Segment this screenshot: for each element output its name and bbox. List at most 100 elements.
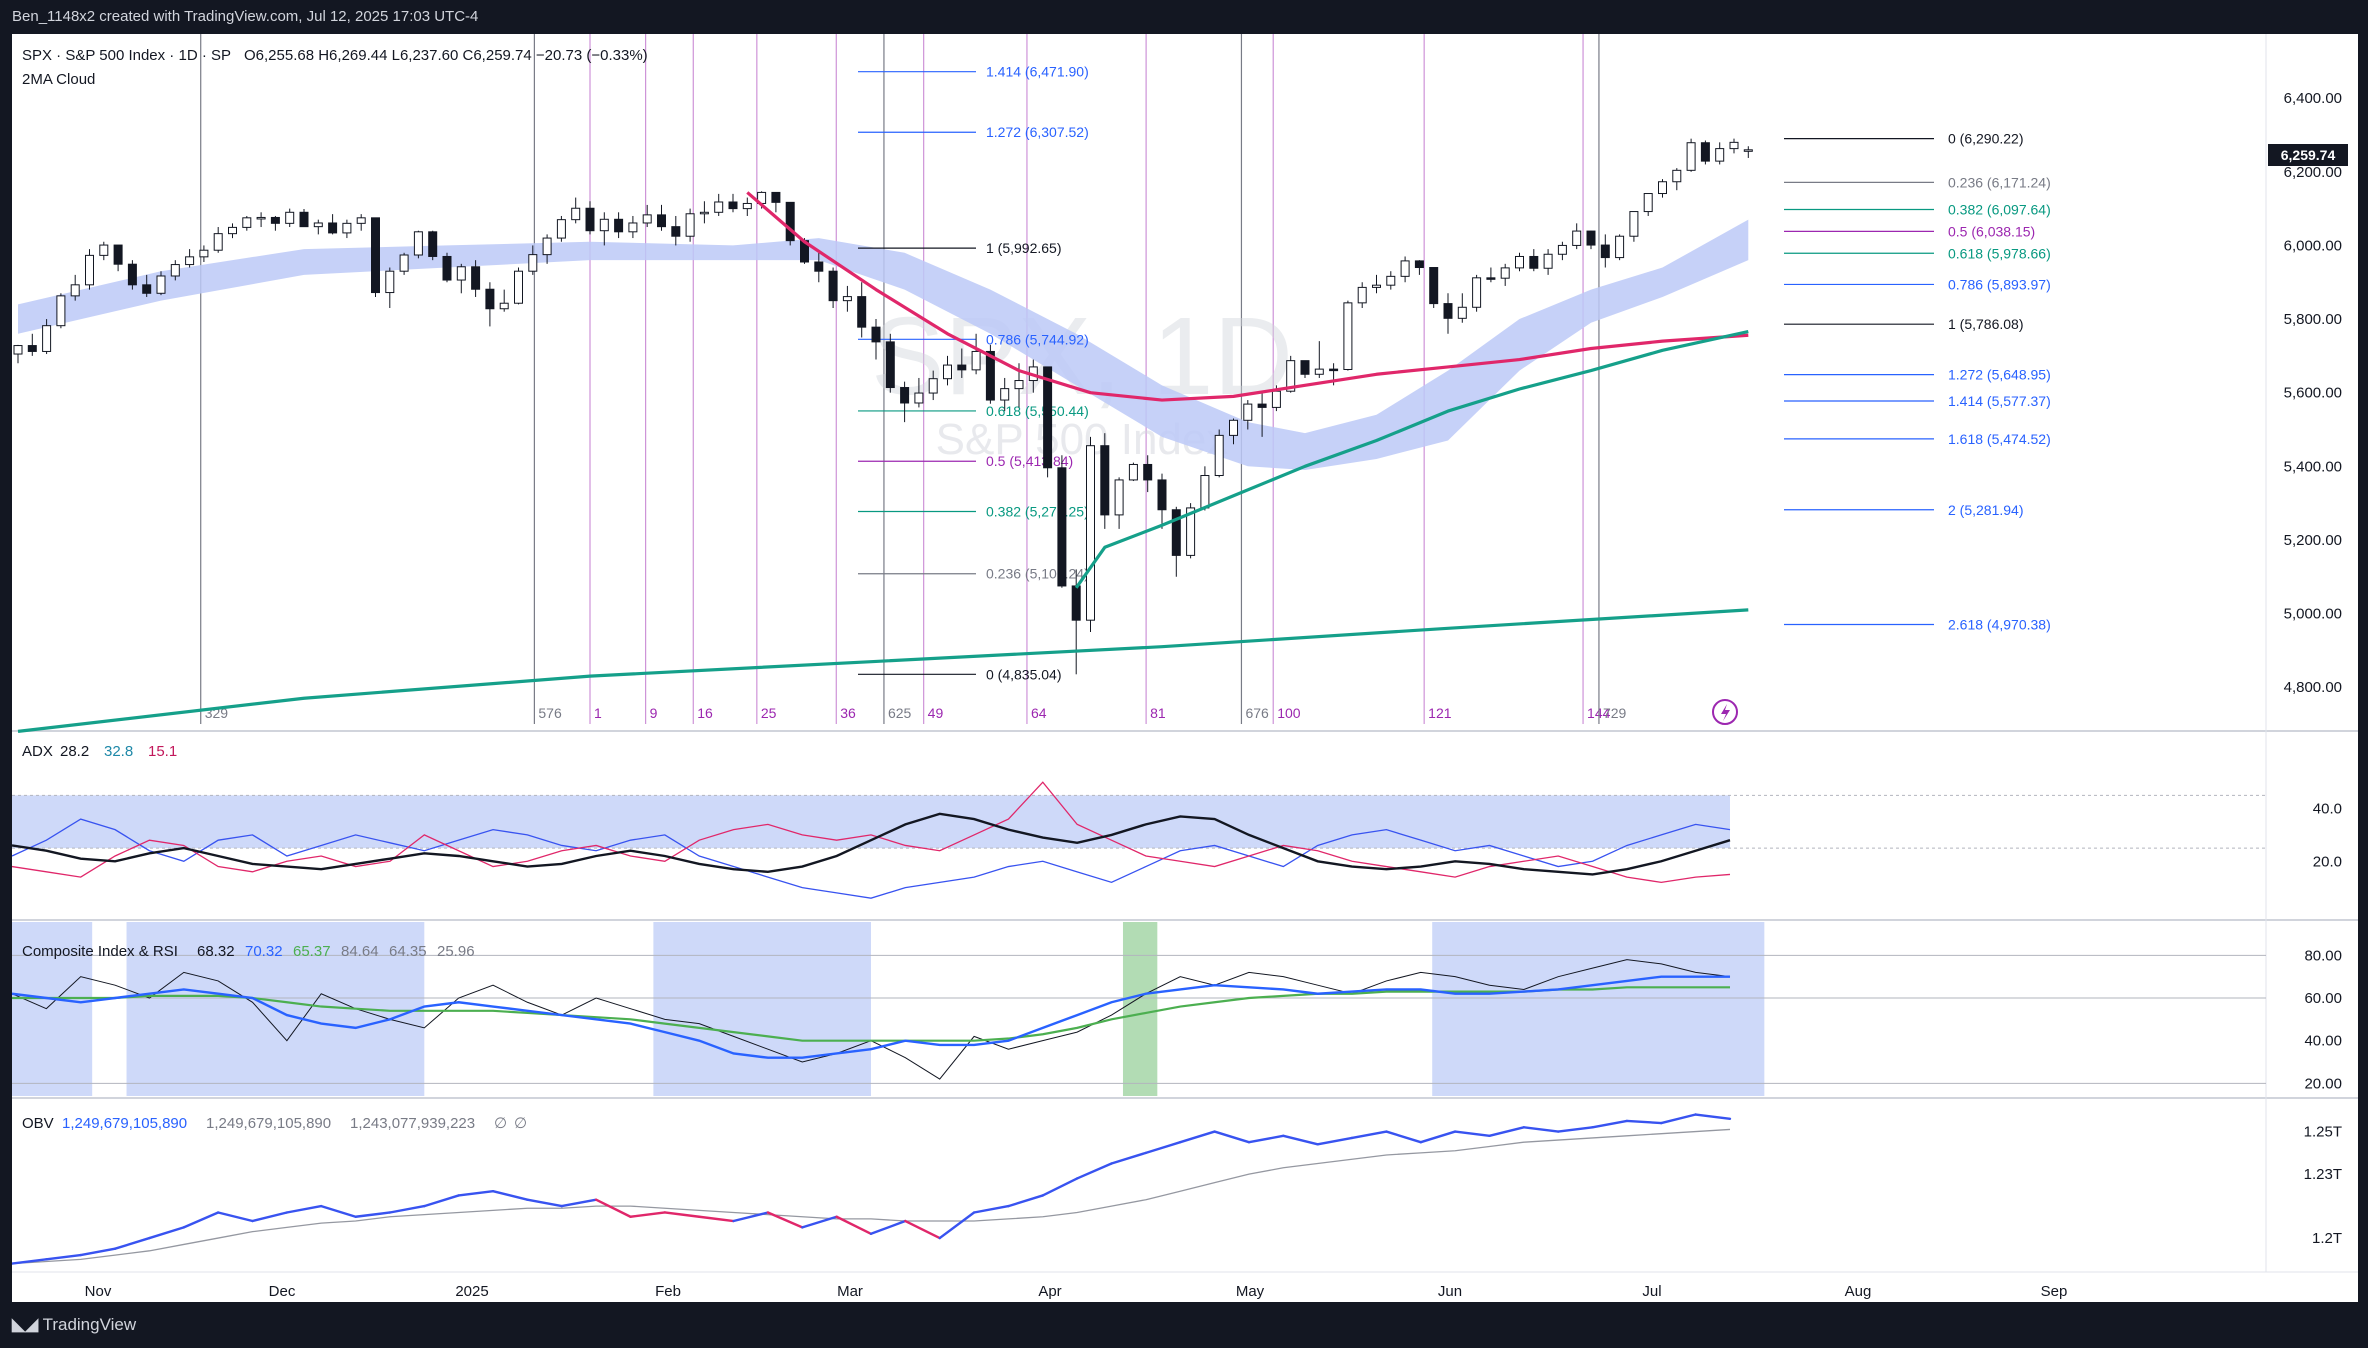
ma-cloud[interactable]: [18, 219, 1749, 470]
candle-body[interactable]: [1529, 255, 1539, 269]
candle-body[interactable]: [1400, 260, 1410, 277]
candle-body[interactable]: [1429, 267, 1439, 305]
obv-line-segment[interactable]: [1041, 1177, 1079, 1197]
candle-body[interactable]: [1300, 360, 1310, 375]
candle-body[interactable]: [1372, 284, 1381, 288]
candle-body[interactable]: [1157, 479, 1167, 511]
obv-line-segment[interactable]: [766, 1211, 804, 1229]
candle-body[interactable]: [42, 325, 52, 352]
obv-line-segment[interactable]: [1694, 1113, 1732, 1120]
candle-body[interactable]: [614, 218, 624, 233]
obv-line-segment[interactable]: [526, 1198, 563, 1208]
candle-body[interactable]: [1715, 148, 1725, 162]
candle-body[interactable]: [170, 264, 180, 277]
candle-body[interactable]: [599, 218, 609, 232]
candle-body[interactable]: [1472, 277, 1482, 308]
candle-body[interactable]: [542, 237, 552, 256]
candle-body[interactable]: [1143, 463, 1153, 481]
obv-line-segment[interactable]: [354, 1211, 392, 1218]
obv-line-segment[interactable]: [801, 1215, 838, 1229]
candle-body[interactable]: [1643, 193, 1653, 213]
obv-line-segment[interactable]: [938, 1211, 976, 1240]
candle-body[interactable]: [828, 270, 838, 302]
tradingview-logo-icon[interactable]: ◣◢: [12, 1315, 39, 1334]
candle-body[interactable]: [1515, 255, 1524, 269]
obv-line-segment[interactable]: [113, 1236, 151, 1250]
moving-average-line[interactable]: [746, 191, 1749, 402]
candle-body[interactable]: [1357, 286, 1367, 304]
candle-body[interactable]: [371, 217, 380, 294]
candle-body[interactable]: [1672, 169, 1682, 183]
candle-body[interactable]: [413, 231, 423, 256]
obv-line-segment[interactable]: [1625, 1119, 1663, 1125]
candle-body[interactable]: [485, 288, 495, 310]
candle-body[interactable]: [70, 284, 80, 297]
candle-body[interactable]: [13, 345, 23, 355]
candle-body[interactable]: [1257, 403, 1267, 408]
candle-body[interactable]: [571, 207, 581, 221]
candle-body[interactable]: [928, 378, 938, 394]
candle-body[interactable]: [1014, 380, 1024, 390]
candle-body[interactable]: [1500, 267, 1510, 279]
candle-body[interactable]: [671, 226, 681, 237]
di-plus-line[interactable]: [12, 818, 1731, 899]
candle-body[interactable]: [842, 296, 852, 302]
candle-body[interactable]: [556, 219, 566, 239]
obv-line-segment[interactable]: [1488, 1126, 1526, 1138]
obv-line-segment[interactable]: [1350, 1130, 1388, 1140]
replay-lightning-icon[interactable]: [1712, 699, 1738, 725]
candle-body[interactable]: [1658, 181, 1667, 195]
obv-legend[interactable]: OBV 1,249,679,105,890 1,249,679,105,890 …: [22, 1115, 527, 1132]
obv-line-segment[interactable]: [560, 1198, 598, 1208]
obv-line-segment[interactable]: [1522, 1126, 1560, 1133]
candle-body[interactable]: [442, 255, 452, 281]
candle-body[interactable]: [299, 211, 309, 228]
candle-body[interactable]: [985, 350, 995, 401]
candle-body[interactable]: [943, 364, 952, 380]
obv-line-segment[interactable]: [79, 1247, 117, 1257]
obv-line-segment[interactable]: [904, 1219, 941, 1240]
obv-line-segment[interactable]: [423, 1194, 460, 1208]
candle-body[interactable]: [714, 201, 724, 213]
candle-body[interactable]: [728, 201, 738, 210]
candle-body[interactable]: [957, 364, 967, 371]
candle-body[interactable]: [1243, 403, 1253, 421]
obv-line-segment[interactable]: [869, 1219, 907, 1235]
candle-body[interactable]: [685, 213, 695, 237]
candle-body[interactable]: [742, 202, 752, 210]
candle-body[interactable]: [399, 254, 409, 272]
obv-line-segment[interactable]: [45, 1253, 82, 1261]
candle-body[interactable]: [1229, 419, 1238, 436]
candle-body[interactable]: [585, 207, 595, 232]
candle-body[interactable]: [1329, 368, 1339, 372]
candle-body[interactable]: [642, 214, 652, 224]
candle-body[interactable]: [628, 222, 638, 233]
obv-line-segment[interactable]: [1419, 1130, 1457, 1144]
candle-body[interactable]: [313, 222, 323, 228]
candle-body[interactable]: [213, 233, 223, 251]
obv-signal-line[interactable]: [12, 1128, 1731, 1265]
candle-body[interactable]: [1071, 585, 1081, 621]
candle-body[interactable]: [1057, 467, 1067, 587]
candle-body[interactable]: [528, 254, 538, 272]
obv-line-segment[interactable]: [285, 1204, 323, 1214]
candle-body[interactable]: [1386, 275, 1396, 286]
adx-line[interactable]: [12, 812, 1731, 876]
obv-line-segment[interactable]: [457, 1189, 495, 1197]
candle-body[interactable]: [428, 231, 438, 257]
candle-body[interactable]: [1314, 368, 1324, 375]
candle-body[interactable]: [285, 211, 295, 224]
obv-line-segment[interactable]: [320, 1204, 357, 1218]
obv-line-segment[interactable]: [1556, 1126, 1594, 1133]
obv-line-segment[interactable]: [216, 1211, 254, 1223]
obv-line-segment[interactable]: [594, 1198, 632, 1218]
candle-body[interactable]: [328, 222, 338, 234]
candle-body[interactable]: [456, 266, 466, 281]
candle-body[interactable]: [900, 387, 910, 404]
candle-body[interactable]: [857, 296, 867, 328]
candle-body[interactable]: [1100, 445, 1110, 516]
candle-body[interactable]: [127, 263, 137, 286]
candle-body[interactable]: [471, 266, 481, 290]
di-minus-line[interactable]: [12, 781, 1731, 884]
candle-body[interactable]: [1743, 149, 1753, 152]
